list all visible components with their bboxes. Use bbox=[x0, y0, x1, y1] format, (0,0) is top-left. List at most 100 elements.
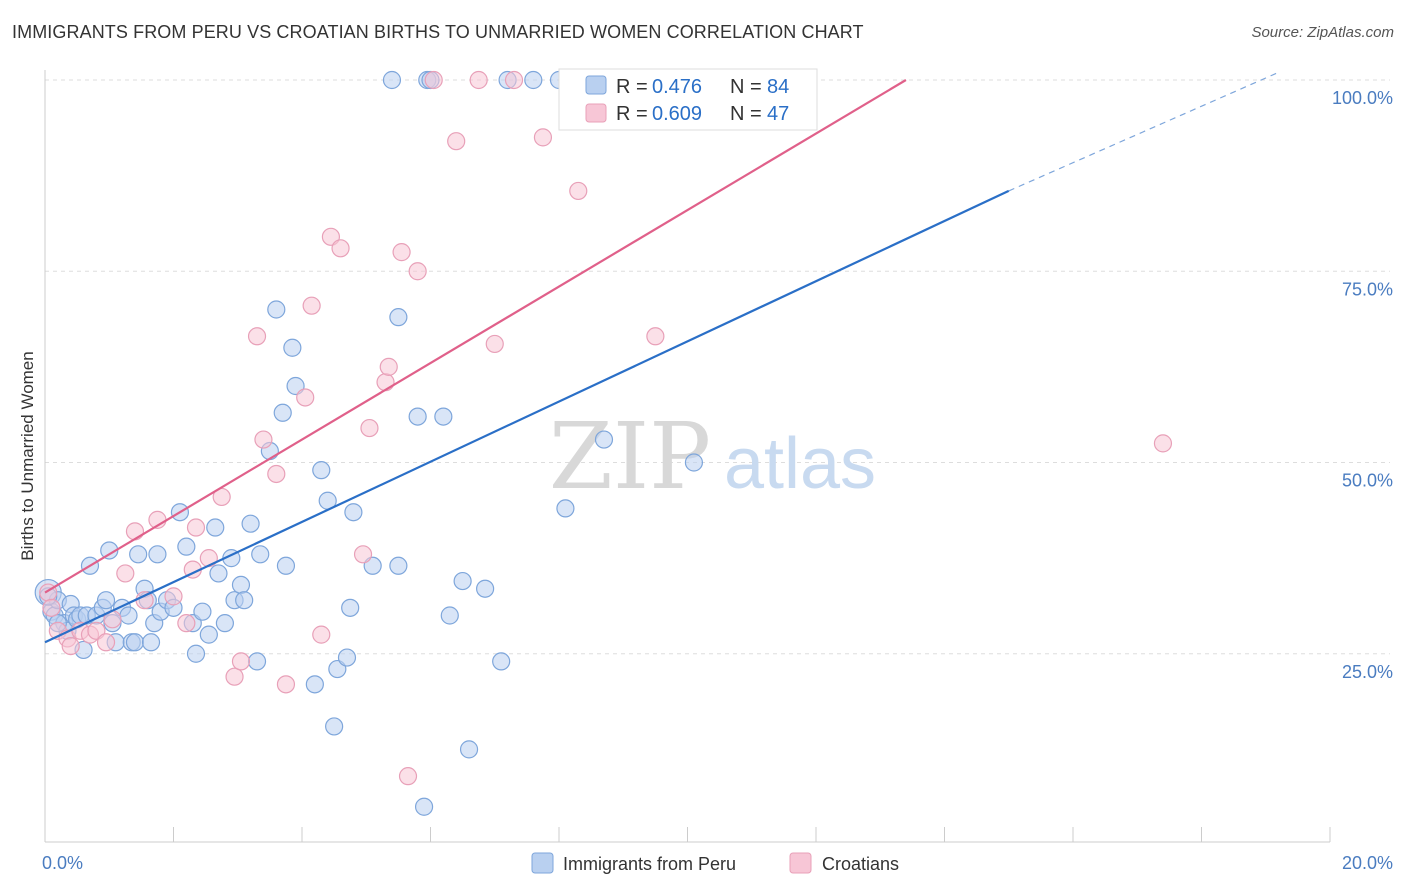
croatians-point-10 bbox=[116, 564, 135, 583]
croatians-point-41 bbox=[485, 334, 504, 354]
peru-point-77 bbox=[524, 70, 543, 90]
watermark-zip: ZIP bbox=[549, 403, 711, 510]
croatians-point-12 bbox=[135, 591, 154, 610]
croatians-point-11 bbox=[125, 522, 145, 541]
y-tick-labels: 25.0% 50.0% 75.0% 100.0% bbox=[1332, 88, 1393, 682]
croatians-point-33 bbox=[376, 373, 395, 392]
legend-swatch-croatians bbox=[585, 103, 607, 123]
croatians-point-1 bbox=[42, 598, 61, 617]
croatians-point-34 bbox=[379, 357, 398, 376]
y-tick-label-50: 50.0% bbox=[1342, 471, 1393, 491]
peru-point-66 bbox=[408, 407, 427, 426]
peru-point-49 bbox=[267, 300, 286, 319]
croatians-point-20 bbox=[225, 667, 244, 686]
x-tick-label-min: 0.0% bbox=[42, 853, 83, 873]
peru-point-54 bbox=[305, 675, 324, 694]
peru-point-37 bbox=[199, 625, 218, 644]
axes bbox=[44, 70, 1331, 843]
peru-point-70 bbox=[434, 407, 453, 426]
croatians-point-31 bbox=[353, 545, 373, 564]
legend-r-value-peru: 0.476 bbox=[652, 76, 702, 98]
peru-point-73 bbox=[459, 740, 479, 759]
croatians-point-42 bbox=[504, 70, 524, 90]
croatians-point-27 bbox=[302, 296, 321, 315]
peru-point-63 bbox=[382, 70, 402, 90]
peru-point-46 bbox=[247, 652, 267, 671]
regression-line-croatians bbox=[44, 79, 907, 594]
y-axis-label: Births to Unmarried Women bbox=[18, 351, 37, 560]
croatians-point-36 bbox=[408, 262, 427, 281]
croatians-point-40 bbox=[469, 70, 488, 90]
peru-point-75 bbox=[492, 652, 511, 671]
croatians-point-23 bbox=[254, 430, 273, 449]
croatians-point-4 bbox=[61, 636, 80, 656]
croatians-point-15 bbox=[177, 614, 196, 633]
croatians-point-35 bbox=[392, 243, 411, 262]
regression-line-peru bbox=[44, 189, 1010, 644]
peru-point-64 bbox=[389, 556, 408, 575]
peru-point-33 bbox=[177, 537, 196, 556]
legend-n-label-croatians: N = bbox=[730, 103, 762, 125]
peru-point-45 bbox=[241, 514, 260, 533]
peru-point-50 bbox=[273, 403, 292, 422]
regression-line-peru-extension bbox=[1008, 71, 1279, 192]
croatians-point-37 bbox=[398, 767, 418, 786]
y-tick-label-25: 25.0% bbox=[1342, 662, 1393, 682]
peru-point-22 bbox=[125, 633, 145, 652]
series-peru-points bbox=[34, 70, 704, 816]
y-tick-label-100: 100.0% bbox=[1332, 88, 1393, 108]
peru-point-39 bbox=[209, 564, 228, 583]
peru-point-52 bbox=[283, 338, 302, 357]
legend-n-value-peru: 84 bbox=[767, 76, 789, 98]
peru-point-36 bbox=[193, 602, 212, 621]
peru-point-55 bbox=[312, 461, 331, 480]
peru-point-23 bbox=[129, 545, 148, 564]
croatians-point-18 bbox=[199, 549, 218, 568]
watermark-atlas: atlas bbox=[724, 424, 876, 504]
peru-point-35 bbox=[186, 644, 206, 663]
croatians-point-17 bbox=[186, 518, 206, 537]
legend-bottom-label-peru: Immigrants from Peru bbox=[563, 854, 736, 874]
grid-lines bbox=[45, 79, 1390, 655]
croatians-point-25 bbox=[276, 675, 296, 694]
peru-point-51 bbox=[276, 556, 296, 575]
peru-point-38 bbox=[206, 518, 225, 537]
croatians-point-44 bbox=[569, 181, 588, 201]
peru-point-60 bbox=[341, 598, 360, 617]
peru-point-43 bbox=[231, 575, 251, 595]
peru-point-71 bbox=[440, 606, 459, 625]
chart-title: IMMIGRANTS FROM PERU VS CROATIAN BIRTHS … bbox=[12, 22, 864, 42]
croatians-point-45 bbox=[646, 327, 665, 346]
legend-stats: R = 0.476 N = 84 R = 0.609 N = 47 bbox=[558, 68, 818, 131]
peru-point-81 bbox=[684, 453, 704, 472]
legend-n-value-croatians: 47 bbox=[767, 103, 789, 125]
peru-point-57 bbox=[325, 717, 344, 736]
peru-point-26 bbox=[141, 633, 161, 652]
legend-bottom-swatch-peru bbox=[531, 852, 554, 874]
x-tick-label-max: 20.0% bbox=[1342, 853, 1393, 873]
peru-point-44 bbox=[235, 591, 254, 610]
croatians-point-28 bbox=[312, 625, 331, 644]
peru-point-65 bbox=[389, 308, 408, 327]
source-label: Source: ZipAtlas.com bbox=[1251, 24, 1394, 41]
regression-lines bbox=[44, 71, 1279, 644]
croatians-point-14 bbox=[164, 587, 183, 606]
croatians-point-39 bbox=[447, 132, 466, 151]
peru-point-47 bbox=[251, 545, 270, 564]
peru-point-74 bbox=[476, 579, 495, 598]
peru-point-72 bbox=[453, 571, 472, 591]
peru-point-61 bbox=[344, 503, 363, 522]
croatians-point-26 bbox=[296, 388, 315, 407]
croatians-point-38 bbox=[424, 70, 443, 90]
croatians-point-21 bbox=[231, 652, 251, 671]
croatians-point-43 bbox=[533, 128, 553, 147]
legend-bottom-label-croatians: Croatians bbox=[822, 854, 899, 874]
legend-bottom-swatch-croatians bbox=[789, 852, 812, 874]
peru-point-59 bbox=[337, 648, 357, 667]
legend-series: Immigrants from Peru Croatians bbox=[531, 852, 899, 874]
croatians-point-32 bbox=[360, 418, 379, 438]
croatians-point-46 bbox=[1153, 434, 1173, 453]
y-tick-label-75: 75.0% bbox=[1342, 279, 1393, 299]
croatians-point-24 bbox=[267, 464, 286, 484]
